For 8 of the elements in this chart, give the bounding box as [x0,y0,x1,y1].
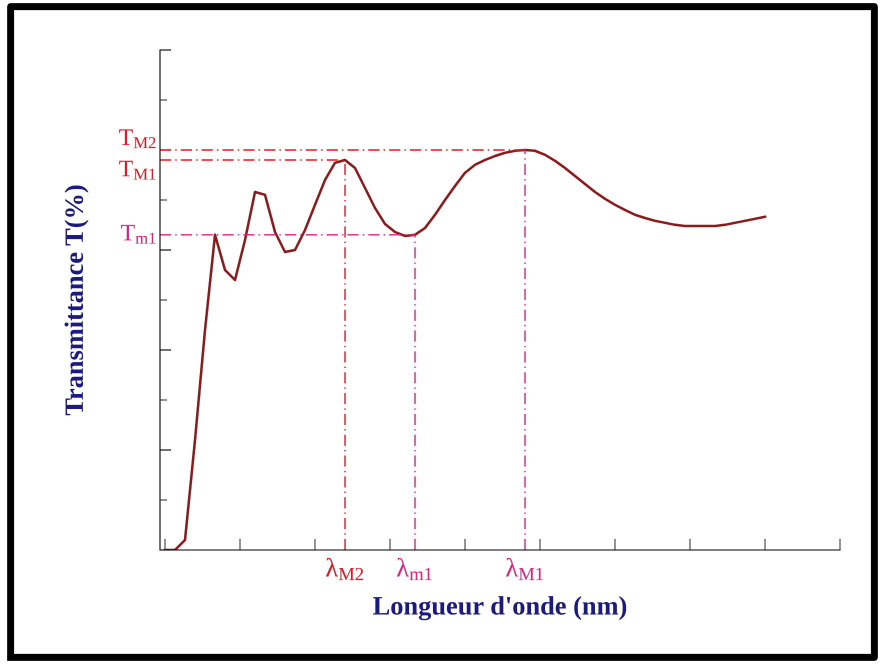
ref-line-label: T$_{m1}$ [121,224,156,244]
x-axis-title: Longueur d'onde (nm) [373,596,626,620]
x-tick-label: λ$_{M1}$ [506,558,543,580]
ref-line-label: T$_{M1}$ [119,160,156,180]
x-tick-label: λ$_{M2}$ [326,558,363,580]
y-axis-title: Transmittance T(%) [64,185,88,416]
ref-line-label: T$_{M2}$ [119,129,156,148]
x-tick-label: λ$_{m1}$ [396,558,432,580]
